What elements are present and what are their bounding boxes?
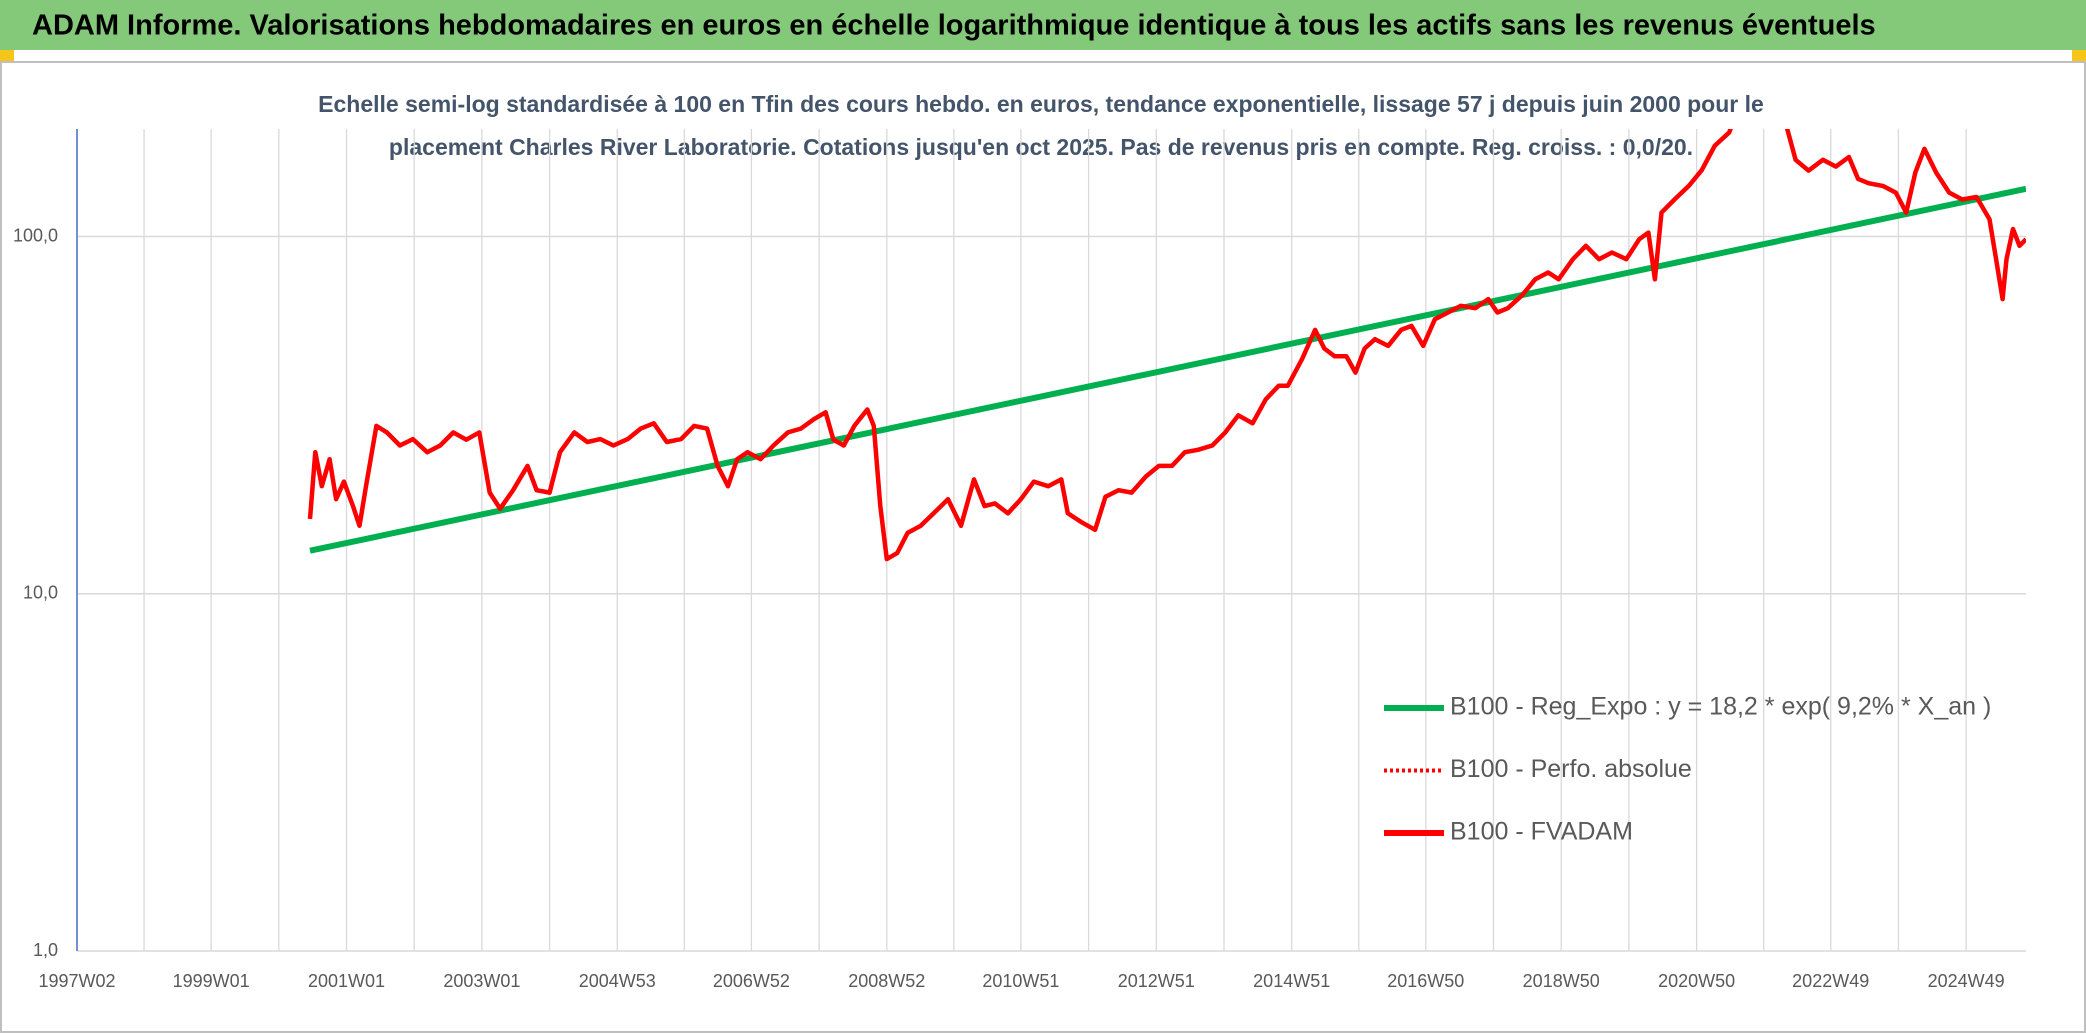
x-tick-label: 2024W49 [1928,971,2005,991]
x-tick-label: 2010W51 [982,971,1059,991]
legend-label: B100 - FVADAM [1450,818,1633,846]
y-tick-label: 100,0 [13,225,58,245]
x-tick-label: 2012W51 [1118,971,1195,991]
title-bar [0,0,2086,50]
legend-label: B100 - Perfo. absolue [1450,755,1692,783]
chart-title: ADAM Informe. Valorisations hebdomadaire… [32,10,1876,42]
x-tick-label: 2016W50 [1387,971,1464,991]
corner [0,50,14,62]
subtitle: Echelle semi-log standardisée à 100 en T… [318,91,1764,117]
x-tick-label: 1997W02 [38,971,115,991]
subtitle: placement Charles River Laboratorie. Cot… [389,134,1693,160]
x-tick-label: 2014W51 [1253,971,1330,991]
x-tick-label: 2001W01 [308,971,385,991]
x-tick-label: 2003W01 [443,971,520,991]
frame [0,61,2086,1033]
series-line [307,129,2026,562]
x-tick-label: 2018W50 [1523,971,1600,991]
series-line [309,185,2026,554]
y-tick-label: 1,0 [33,940,58,960]
x-tick-label: 2008W52 [848,971,925,991]
x-tick-label: 2006W52 [713,971,790,991]
y-tick-label: 10,0 [23,583,58,603]
x-tick-label: 1999W01 [173,971,250,991]
x-tick-label: 2020W50 [1658,971,1735,991]
x-tick-label: 2004W53 [579,971,656,991]
plot-area [307,129,2026,562]
legend-label: B100 - Reg_Expo : y = 18,2 * exp( 9,2% *… [1450,693,1991,721]
corner [2072,50,2086,62]
x-tick-label: 2022W49 [1792,971,1869,991]
